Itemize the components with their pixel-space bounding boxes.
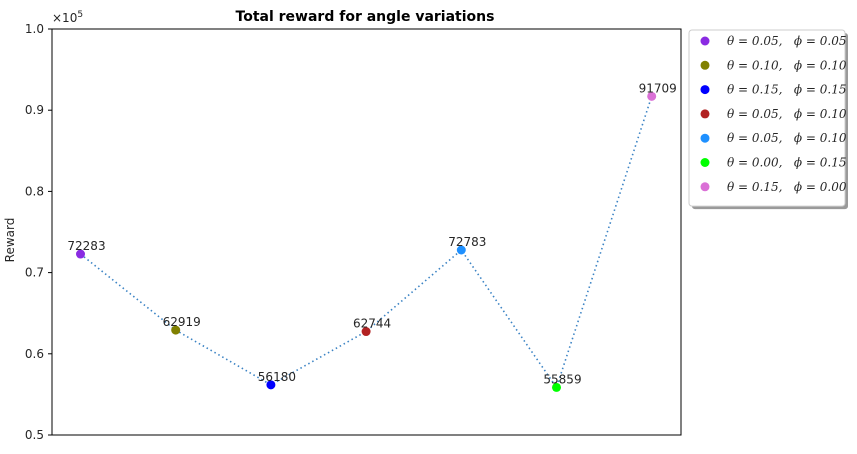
- data-labels: 72283 62919 56180 62744 72783 55859 91709: [67, 81, 676, 386]
- legend-marker: [700, 60, 710, 70]
- legend-entry: θ = 0.05, ϕ = 0.05: [727, 34, 846, 48]
- legend-marker: [700, 36, 710, 46]
- series-connector-line: [80, 96, 653, 390]
- data-label: 62919: [163, 315, 201, 329]
- data-point: [76, 249, 85, 259]
- legend-marker: [700, 182, 710, 192]
- data-point: [266, 380, 276, 390]
- legend-entry: θ = 0.05, ϕ = 0.10: [727, 131, 847, 145]
- y-tick-label: 0.5: [25, 428, 44, 442]
- legend-marker: [700, 158, 710, 167]
- legend-entry: θ = 0.15, ϕ = 0.00: [727, 180, 847, 194]
- data-label: 72283: [67, 239, 105, 253]
- data-point: [361, 327, 371, 337]
- data-point: [456, 245, 466, 255]
- legend-entry: θ = 0.00, ϕ = 0.15: [727, 156, 846, 170]
- legend-frame: [688, 29, 846, 207]
- y-tick-label: 0.6: [25, 347, 44, 361]
- data-label: 55859: [543, 372, 581, 386]
- data-points: [76, 91, 657, 392]
- y-offset-text: ×105: [52, 10, 83, 25]
- y-tick-label: 0.7: [25, 266, 44, 280]
- legend-marker: [700, 109, 710, 119]
- legend: θ = 0.05, ϕ = 0.05 θ = 0.10, ϕ = 0.10 θ = …: [688, 29, 848, 210]
- y-tick-label: 0.8: [25, 184, 44, 198]
- data-point: [647, 91, 657, 101]
- data-label: 56180: [258, 370, 296, 384]
- data-label: 62744: [353, 317, 391, 331]
- legend-entry: θ = 0.15, ϕ = 0.15: [727, 83, 846, 97]
- legend-marker: [700, 85, 710, 95]
- data-label: 91709: [639, 81, 677, 95]
- data-point: [171, 325, 181, 335]
- chart-title: Total reward for angle variations: [236, 9, 495, 25]
- legend-entry: θ = 0.05, ϕ = 0.10: [727, 107, 847, 121]
- plot-frame: [51, 28, 682, 436]
- y-tick-label: 0.9: [25, 103, 44, 117]
- y-axis-ticks: 0.5 0.6 0.7 0.8 0.9 1.0: [25, 22, 52, 442]
- data-point: [552, 382, 561, 392]
- y-tick-label: 1.0: [25, 22, 44, 36]
- legend-entry: θ = 0.10, ϕ = 0.10: [727, 58, 847, 72]
- y-axis-label: Reward: [3, 218, 17, 263]
- legend-marker: [700, 133, 710, 143]
- data-label: 72783: [448, 235, 486, 249]
